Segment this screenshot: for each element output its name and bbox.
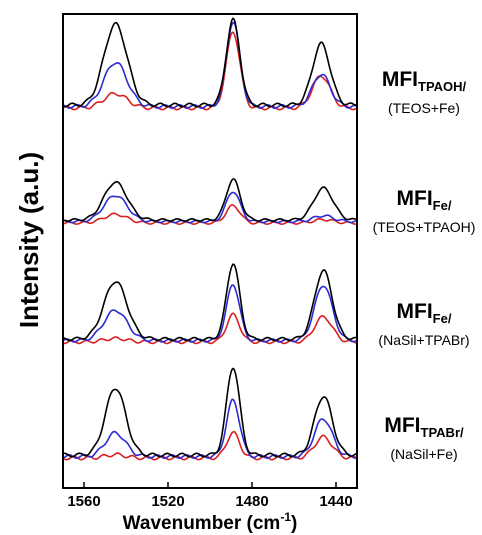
sample-label-main: MFI (397, 300, 433, 323)
sample-label-condition-2: (TEOS+TPAOH) (373, 219, 476, 235)
x-tick-label-1440: 1440 (319, 493, 352, 510)
spectrum-panel-2-blue (64, 191, 357, 224)
plot-frame (62, 13, 358, 489)
spectrum-panel-3-red (64, 312, 357, 345)
spectrum-panel-1-black (63, 17, 357, 108)
spectrum-panel-2-red (63, 204, 356, 226)
sample-label-condition-1: (TEOS+Fe) (388, 100, 460, 116)
x-axis-title-superscript: -1 (280, 510, 291, 524)
x-axis-title-end: ) (291, 513, 297, 534)
spectrum-panel-4-black (63, 367, 357, 458)
sample-label-2: MFIFe/ (397, 187, 452, 213)
x-tick-label-1560: 1560 (67, 493, 100, 510)
spectra-group (63, 17, 357, 461)
spectrum-panel-4-blue (63, 398, 357, 460)
spectrum-panel-1-red (63, 31, 357, 111)
sample-label-4: MFITPABr/ (384, 414, 464, 440)
sample-label-subscript: Fe/ (433, 311, 452, 326)
sample-label-subscript: TPABr/ (421, 425, 464, 440)
sample-label-subscript: TPAOH/ (418, 79, 467, 94)
x-tick-label-1480: 1480 (235, 493, 268, 510)
x-axis-title-main: Wavenumber (cm (123, 513, 281, 534)
x-axis-title: Wavenumber (cm-1) (123, 510, 298, 534)
x-tick-label-1520: 1520 (151, 493, 184, 510)
sample-label-main: MFI (384, 414, 420, 437)
sample-label-condition-3: (NaSil+TPABr) (378, 332, 469, 348)
y-axis-title: Intensity (a.u.) (14, 152, 44, 328)
sample-label-main: MFI (397, 187, 433, 210)
x-axis-tick-labels: 1560 1520 1480 1440 (67, 493, 352, 510)
sample-labels: MFITPAOH/(TEOS+Fe)MFIFe/(TEOS+TPAOH)MFIF… (373, 68, 476, 462)
sample-label-main: MFI (382, 68, 418, 91)
spectrum-panel-3-black (63, 263, 356, 342)
sample-label-condition-4: (NaSil+Fe) (390, 446, 457, 462)
sample-label-1: MFITPAOH/ (382, 68, 467, 94)
spectrum-panel-3-blue (63, 284, 357, 343)
x-axis-ticks (83, 482, 337, 488)
spectrum-panel-2-black (63, 178, 357, 223)
sample-label-3: MFIFe/ (397, 300, 452, 326)
spectrum-panel-4-red (63, 430, 357, 461)
sample-label-subscript: Fe/ (433, 198, 452, 213)
spectrum-panel-1-blue (63, 21, 356, 110)
